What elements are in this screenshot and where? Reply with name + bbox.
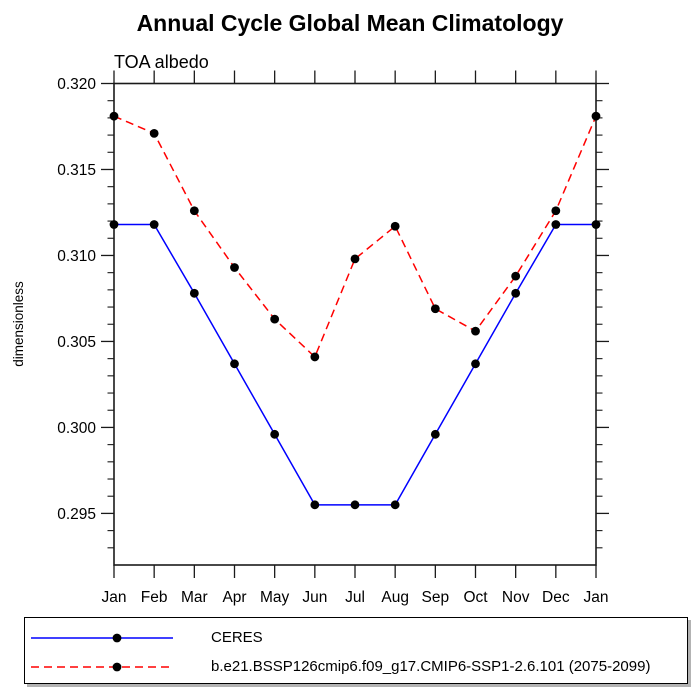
data-point (350, 254, 360, 264)
data-point (189, 288, 199, 298)
legend: CERES b.e21.BSSP126cmip6.f09_g17.CMIP6-S… (24, 617, 688, 684)
data-point (109, 220, 119, 229)
data-point (591, 111, 601, 121)
data-point (189, 206, 199, 216)
x-tick-label: Oct (463, 589, 488, 606)
data-point (511, 288, 521, 298)
data-point (591, 220, 601, 229)
chart-title: Annual Cycle Global Mean Climatology (136, 10, 564, 36)
data-point (390, 500, 400, 510)
plot-frame (113, 82, 597, 566)
legend-item-ceres: CERES (29, 623, 687, 652)
data-point (310, 352, 320, 362)
x-tick-label: Apr (222, 589, 246, 606)
series-markers-0 (109, 220, 601, 510)
data-point (350, 500, 360, 510)
plot-subtitle: TOA albedo (114, 52, 209, 72)
data-point (230, 263, 239, 272)
legend-item-model: b.e21.BSSP126cmip6.f09_g17.CMIP6-SSP1-2.… (29, 652, 687, 681)
series-markers-1 (109, 111, 601, 362)
legend-label-model: b.e21.BSSP126cmip6.f09_g17.CMIP6-SSP1-2.… (211, 658, 651, 675)
x-tick-label: May (260, 589, 290, 606)
x-tick-label: Nov (502, 589, 530, 606)
y-tick-label: 0.305 (57, 334, 96, 351)
y-axis-title: dimensionless (11, 281, 26, 367)
x-tick-label: Jun (302, 589, 327, 606)
x-tick-label: Feb (141, 589, 168, 606)
y-tick-label: 0.310 (57, 248, 96, 265)
data-point (471, 326, 480, 336)
data-point (270, 429, 280, 439)
data-point (149, 128, 159, 138)
plot-area: TOA albedo dimensionless 0.295 0.300 0.305… (11, 52, 609, 606)
series-line-1 (113, 115, 597, 359)
ceres-line-sample (31, 633, 173, 642)
data-series (109, 111, 601, 510)
x-tick-label: Jan (102, 589, 127, 606)
data-point (511, 271, 521, 281)
series-line-0 (114, 223, 596, 506)
data-point (551, 220, 561, 229)
data-point (551, 206, 561, 216)
y-tick-label: 0.295 (57, 506, 96, 523)
legend-label-ceres: CERES (211, 629, 263, 646)
y-tick-label: 0.300 (57, 420, 96, 437)
axis-ticks (101, 70, 609, 578)
data-point (430, 304, 440, 314)
data-point (149, 220, 159, 229)
data-point (109, 111, 119, 121)
x-tick-label: Jan (584, 589, 609, 606)
x-tick-label: Sep (422, 589, 450, 606)
x-tick-label: Mar (181, 589, 208, 606)
x-tick-label: Jul (345, 589, 365, 606)
axis-labels: 0.295 0.300 0.305 0.310 0.315 0.320 Jan Feb Mar A… (57, 76, 608, 606)
x-tick-label: Dec (542, 589, 570, 606)
data-point (430, 429, 440, 439)
data-point (471, 359, 480, 369)
data-point (310, 500, 320, 510)
model-line-sample (31, 662, 173, 671)
y-tick-label: 0.320 (57, 76, 96, 93)
y-tick-label: 0.315 (57, 162, 96, 179)
x-tick-label: Aug (381, 589, 409, 606)
data-point (230, 359, 239, 369)
data-point (390, 221, 400, 231)
data-point (270, 314, 280, 324)
